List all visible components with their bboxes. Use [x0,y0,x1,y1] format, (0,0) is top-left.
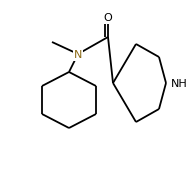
Text: NH: NH [171,79,188,89]
Text: O: O [104,13,112,23]
Text: N: N [74,50,82,60]
